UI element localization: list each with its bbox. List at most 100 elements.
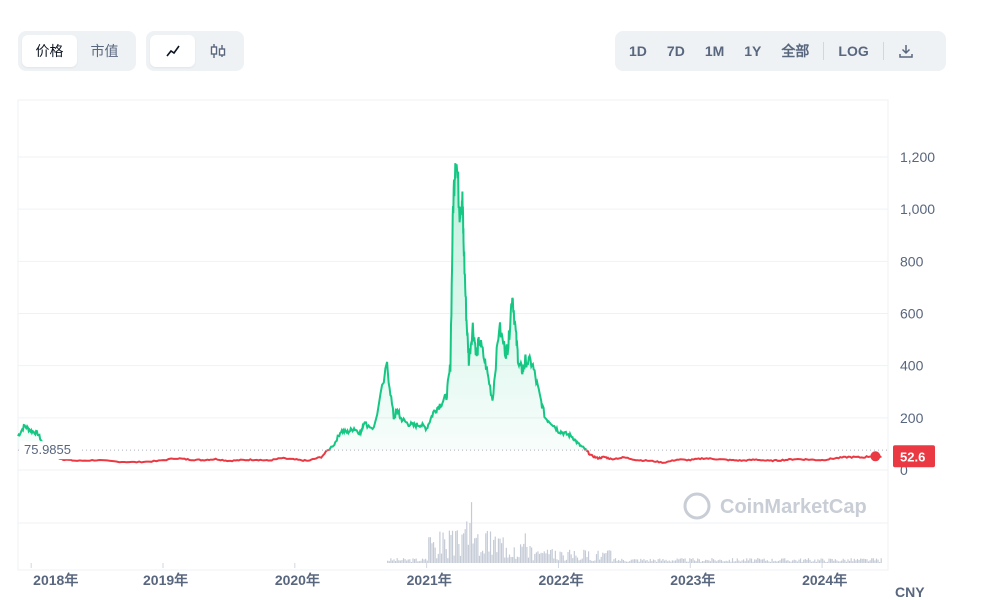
volume-bars (387, 502, 882, 563)
volume-bar (444, 539, 446, 563)
range-1m[interactable]: 1M (704, 43, 725, 59)
volume-bar (519, 544, 522, 563)
download-button[interactable] (888, 35, 924, 67)
grid (17, 99, 889, 571)
volume-bar (391, 560, 394, 563)
x-tick-label: 2019年 (143, 572, 188, 588)
volume-bar (665, 559, 667, 563)
volume-bar (644, 560, 647, 563)
volume-bar (603, 553, 605, 563)
volume-bar (627, 561, 629, 563)
volume-bar (531, 547, 533, 563)
volume-bar (880, 558, 882, 563)
volume-bar (456, 530, 458, 563)
volume-bar (516, 556, 518, 563)
volume-bar (852, 561, 854, 563)
x-tick-label: 2023年 (670, 572, 715, 588)
volume-bar (545, 553, 547, 563)
volume-bar (524, 533, 526, 563)
coinmarketcap-logo (683, 492, 711, 520)
download-icon (898, 45, 913, 58)
volume-bar (402, 558, 405, 563)
volume-bar (425, 558, 427, 563)
volume-bar (608, 550, 610, 563)
volume-bar (538, 553, 541, 563)
volume-bar (703, 561, 705, 563)
volume-bar (836, 560, 838, 563)
volume-bar (581, 558, 583, 563)
volume-bar (621, 558, 623, 563)
volume-bar (700, 561, 702, 563)
volume-bar (475, 537, 477, 563)
volume-bar (625, 561, 628, 563)
baseline-label-bg (20, 441, 82, 460)
volume-bar (572, 558, 574, 563)
volume-bar (739, 561, 742, 563)
volume-bar (638, 561, 640, 563)
volume-bar (450, 534, 452, 563)
volume-bar (690, 559, 692, 563)
volume-bar (559, 551, 561, 563)
volume-bar (709, 561, 711, 563)
volume-bar (839, 561, 841, 563)
volume-bar (540, 552, 542, 563)
volume-bar (562, 555, 564, 563)
volume-bar (728, 559, 730, 563)
volume-bar (589, 560, 591, 563)
volume-bar (803, 559, 805, 563)
volume-bar (584, 550, 587, 563)
range-all[interactable]: 全部 (781, 43, 810, 59)
x-tick-label: 2024年 (802, 572, 847, 588)
volume-bar (597, 550, 599, 563)
line-chart-option[interactable] (150, 35, 195, 67)
volume-bar (659, 558, 661, 563)
y-tick-label: 200 (900, 410, 924, 426)
volume-bar (744, 561, 746, 563)
range-7d[interactable]: 7D (666, 43, 685, 59)
volume-bar (761, 559, 764, 563)
volume-bar (755, 559, 757, 563)
range-1y[interactable]: 1Y (744, 43, 762, 59)
volume-bar (594, 560, 596, 563)
candlestick-option[interactable] (195, 35, 240, 67)
currency-label: CNY (895, 584, 925, 600)
volume-bar (428, 537, 430, 563)
price-chart[interactable]: CoinMarketCap 75.9855 0 200 400 600 800 1,000… (0, 95, 989, 600)
log-scale-toggle[interactable]: LOG (838, 43, 869, 59)
metric-marketcap-option[interactable]: 市值 (90, 43, 119, 59)
volume-bar (736, 558, 738, 563)
volume-bar (793, 559, 795, 563)
volume-bar (497, 538, 500, 563)
volume-bar (679, 558, 681, 563)
volume-bar (630, 559, 632, 563)
x-axis: 2018年 2019年 2020年 2021年 2022年 2023年 2024年 (30, 563, 847, 588)
volume-bar (858, 559, 860, 563)
volume-bar (483, 553, 485, 563)
volume-bar (769, 561, 772, 563)
volume-bar (624, 561, 626, 563)
volume-bar (830, 558, 832, 563)
volume-bar (591, 560, 593, 563)
volume-bar (390, 558, 392, 563)
volume-bar (553, 558, 555, 563)
volume-bar (837, 561, 840, 563)
volume-bar (787, 560, 789, 563)
range-1d[interactable]: 1D (629, 43, 647, 59)
volume-bar (629, 561, 631, 563)
volume-bar (486, 530, 488, 563)
volume-bar (413, 559, 416, 563)
volume-bar (485, 533, 487, 563)
y-tick-label: 600 (900, 306, 924, 322)
volume-bar (801, 561, 803, 563)
volume-bar (554, 550, 556, 563)
volume-bar (874, 560, 876, 563)
volume-bar (752, 561, 754, 563)
volume-bar (834, 559, 836, 563)
metric-price-option[interactable]: 价格 (22, 35, 77, 67)
volume-bar (398, 560, 400, 563)
volume-bar (763, 558, 765, 563)
volume-bar (537, 551, 539, 563)
volume-bar (458, 544, 460, 563)
volume-bar (573, 550, 575, 563)
volume-bar (678, 559, 680, 563)
